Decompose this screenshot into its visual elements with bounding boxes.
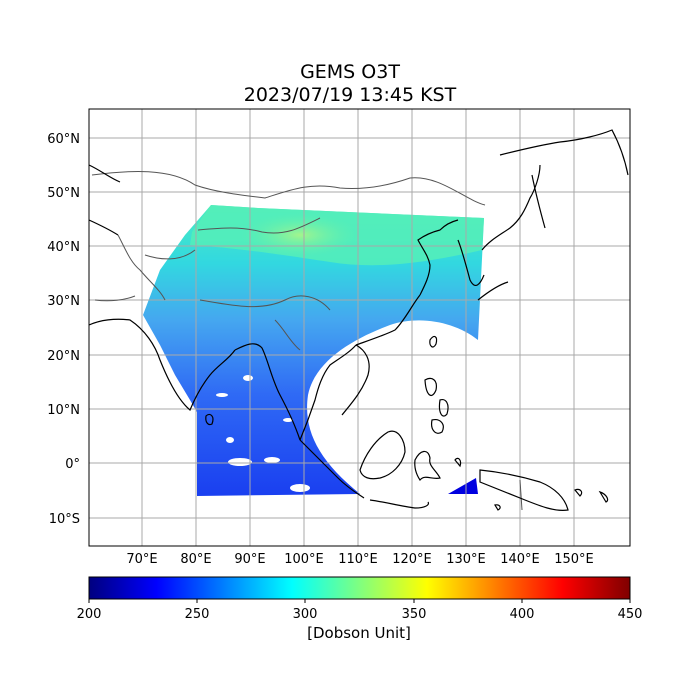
ozone-field [143, 205, 484, 496]
lon-tick-label: 110°E [338, 552, 378, 567]
colorbar-tick-label: 350 [402, 607, 427, 622]
map-title: GEMS O3T [300, 61, 400, 83]
colorbar-tick-labels: 200 250 300 350 400 450 [77, 607, 643, 622]
lon-tick-label: 70°E [126, 552, 157, 567]
lat-tick-label: 40°N [47, 240, 80, 255]
colorbar-tick-label: 250 [185, 607, 210, 622]
lat-tick-label: 30°N [47, 294, 80, 309]
map-subtitle-datetime: 2023/07/19 13:45 KST [243, 84, 457, 106]
lat-tick-label: 50°N [47, 186, 80, 201]
colorbar [88, 576, 631, 600]
map-frame [88, 108, 631, 547]
colorbar-tick-label: 450 [618, 607, 643, 622]
lat-tick-label: 10°N [47, 403, 80, 418]
lat-tick-label: 10°S [49, 512, 80, 527]
lon-tick-labels: 70°E 80°E 90°E 100°E 110°E 120°E 130°E 1… [126, 552, 593, 567]
colorbar-unit-label: [Dobson Unit] [307, 624, 411, 642]
gridlines [89, 109, 630, 546]
colorbar-tick-label: 400 [510, 607, 535, 622]
lon-tick-label: 120°E [392, 552, 432, 567]
lat-tick-label: 20°N [47, 349, 80, 364]
colorbar-ticks [88, 599, 631, 603]
lon-tick-label: 100°E [284, 552, 324, 567]
lon-tick-label: 150°E [554, 552, 594, 567]
lon-tick-label: 140°E [500, 552, 540, 567]
lon-tick-label: 90°E [234, 552, 265, 567]
lat-tick-labels: 60°N 50°N 40°N 30°N 20°N 10°N 0° 10°S [47, 132, 80, 527]
colorbar-tick-label: 300 [293, 607, 318, 622]
ozone-hotspot [240, 213, 360, 257]
lon-tick-label: 130°E [446, 552, 486, 567]
ozone-low-patch [448, 478, 478, 494]
country-borders [91, 171, 523, 511]
lon-tick-label: 80°E [180, 552, 211, 567]
lat-tick-label: 0° [65, 457, 80, 472]
coastlines [89, 129, 629, 511]
colorbar-tick-label: 200 [77, 607, 102, 622]
lat-tick-label: 60°N [47, 132, 80, 147]
